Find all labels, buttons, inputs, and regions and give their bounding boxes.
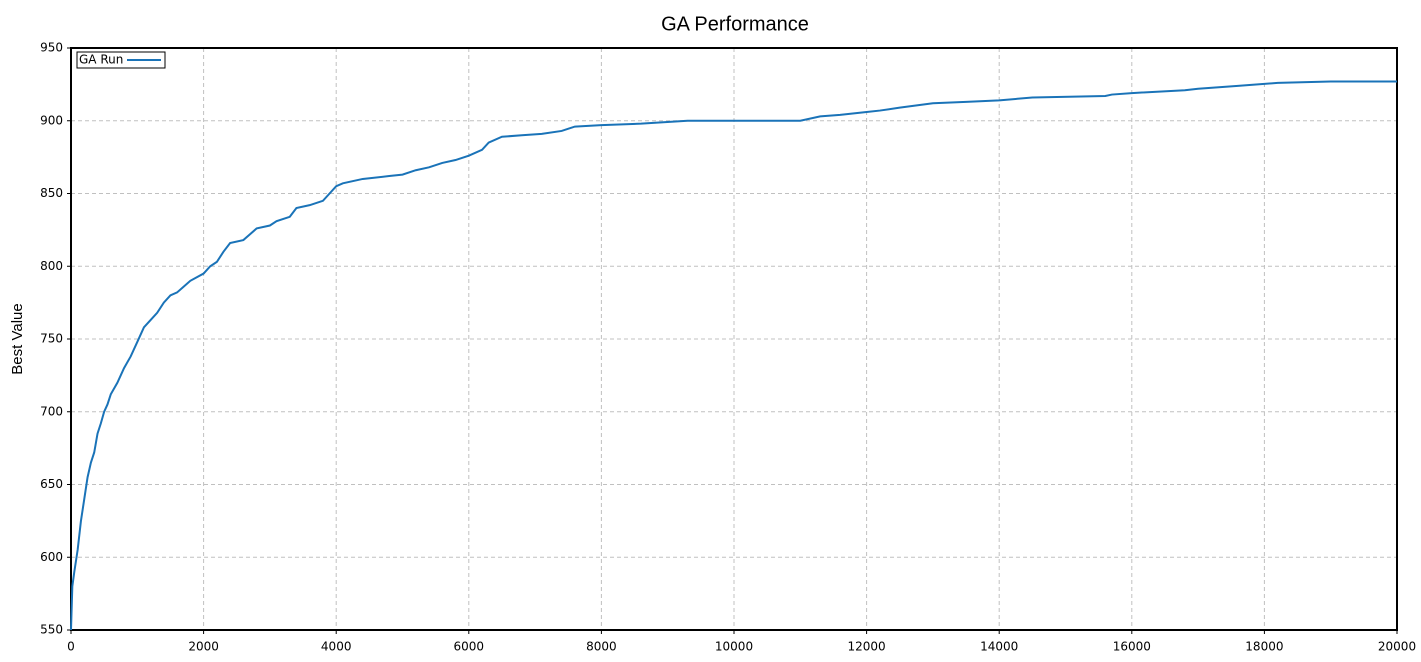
plot-frame — [70, 47, 1398, 631]
y-tick-label: 700 — [40, 404, 63, 418]
y-tick-label: 950 — [40, 41, 63, 55]
x-tick-label: 20000 — [1378, 640, 1416, 654]
y-axis-label: Best Value — [9, 303, 26, 374]
x-tick-label: 2000 — [188, 640, 219, 654]
x-tick-label: 4000 — [321, 640, 352, 654]
x-tick-label: 8000 — [586, 640, 617, 654]
y-tick-label: 750 — [40, 332, 63, 346]
x-tick-label: 0 — [67, 640, 75, 654]
chart-title: GA Performance — [661, 13, 809, 35]
y-tick-label: 900 — [40, 113, 63, 127]
x-tick-label: 10000 — [715, 640, 753, 654]
y-tick-label: 850 — [40, 186, 63, 200]
x-tick-label: 14000 — [980, 640, 1018, 654]
legend-label: GA Run — [79, 53, 123, 67]
y-tick-label: 800 — [40, 259, 63, 273]
x-tick-label: 16000 — [1113, 640, 1151, 654]
y-tick-label: 600 — [40, 550, 63, 564]
y-tick-label: 650 — [40, 477, 63, 491]
x-tick-label: 18000 — [1245, 640, 1283, 654]
legend-box — [76, 51, 166, 69]
data-line — [70, 80, 1397, 631]
x-tick-label: 6000 — [454, 640, 485, 654]
x-tick-label: 12000 — [848, 640, 886, 654]
y-tick-label: 550 — [40, 623, 63, 637]
